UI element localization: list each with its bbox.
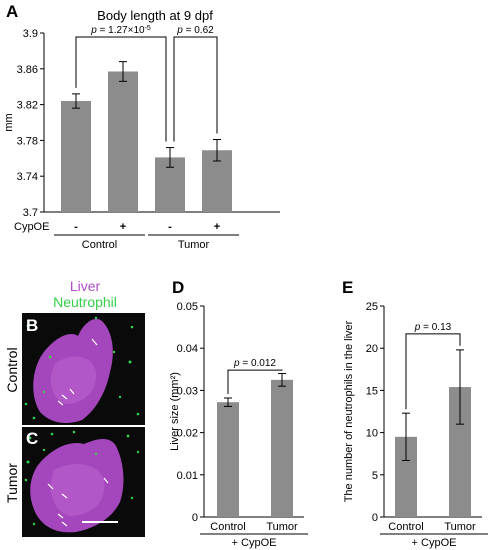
legend-liver: Liver — [70, 278, 101, 294]
micrograph-c: Tumor C — [4, 427, 145, 537]
panel-letter-a: A — [6, 2, 18, 21]
y-tick-label: 0.02 — [177, 428, 198, 440]
micrograph-b: Control B — [4, 313, 145, 425]
bar — [61, 101, 91, 212]
p-value-label: p = 0.62 — [176, 25, 214, 36]
neutrophil-arrows-b — [57, 338, 98, 406]
liver-shape-c — [30, 439, 124, 533]
y-tick-label: 3.9 — [23, 28, 38, 40]
p-value-label: p = 0.13 — [414, 322, 452, 333]
panel-letter-d: D — [172, 278, 184, 297]
x-tick-label: + — [214, 221, 220, 233]
micrograph-b-label: Control — [4, 347, 20, 392]
x-tick-label: Control — [388, 521, 423, 533]
x-tick-label: - — [74, 221, 78, 233]
liver-shape-b — [33, 318, 113, 424]
chart-e: 0 5 10 15 20 25 The number of neutrophils in t… — [343, 301, 488, 549]
bar — [108, 71, 138, 212]
group-label: Control — [82, 239, 117, 251]
y-tick-label: 25 — [366, 301, 378, 313]
neutrophil-arrows-c — [47, 477, 109, 527]
y-tick-label: 3.82 — [17, 100, 38, 112]
bar — [449, 387, 471, 517]
y-tick-label: 0.03 — [177, 385, 198, 397]
x-axis-label-e: + CypOE — [412, 537, 457, 549]
y-tick-label: 0.01 — [177, 470, 198, 482]
y-tick-label: 5 — [372, 470, 378, 482]
y-tick-label: 3.78 — [17, 135, 38, 147]
y-tick-label: 0 — [192, 512, 198, 524]
y-tick-label: 0 — [372, 512, 378, 524]
liver-texture-b — [50, 356, 97, 404]
group-label: Tumor — [178, 239, 210, 251]
y-tick-label: 3.86 — [17, 64, 38, 76]
y-tick-label: 3.74 — [17, 171, 38, 183]
x-tick-label: Control — [210, 521, 245, 533]
bar — [217, 402, 239, 517]
liver-texture-c — [50, 464, 105, 516]
y-tick-label: 20 — [366, 343, 378, 355]
chart-d: 0 0.01 0.02 0.03 0.04 0.05 Liver size (mm²) p =… — [169, 301, 308, 549]
y-tick-label: 15 — [366, 385, 378, 397]
x-tick-label: - — [168, 221, 172, 233]
significance-bracket — [227, 369, 283, 394]
panel-letter-e: E — [342, 278, 353, 297]
p-value-label: p = 0.012 — [233, 358, 276, 369]
panel-letter-b: B — [26, 316, 38, 335]
legend-neutrophil: Neutrophil — [53, 294, 117, 310]
cypoe-row-label: CypOE — [14, 221, 49, 233]
x-tick-label: Tumor — [444, 521, 476, 533]
y-axis-label-A: mm — [3, 113, 15, 131]
y-tick-label: 10 — [366, 428, 378, 440]
bar — [271, 379, 293, 517]
y-tick-label: 3.7 — [23, 207, 38, 219]
x-tick-label: + — [120, 221, 126, 233]
y-axis-label-E: The number of neutrophils in the liver — [343, 320, 355, 502]
x-axis-label-d: + CypOE — [232, 537, 277, 549]
significance-bracket — [173, 36, 218, 142]
chart-a: 3.7 3.74 3.78 3.82 3.86 3.9 mm Body length at 9… — [3, 8, 280, 251]
neutrophil-dots-c — [24, 430, 140, 526]
significance-bracket — [405, 333, 461, 410]
chart-title-a: Body length at 9 dpf — [97, 8, 213, 23]
micrograph-c-label: Tumor — [4, 463, 20, 503]
y-tick-label: 0.05 — [177, 301, 198, 313]
panel-letter-c: C — [26, 429, 38, 448]
y-tick-label: 0.04 — [177, 343, 198, 355]
p-value-label: p = 1.27×10-5 — [90, 25, 151, 37]
neutrophil-dots-b — [24, 316, 140, 420]
y-axis-label-D: Liver size (mm²) — [169, 372, 181, 451]
significance-bracket — [75, 36, 167, 142]
x-tick-label: Tumor — [266, 521, 298, 533]
bar — [395, 436, 417, 517]
